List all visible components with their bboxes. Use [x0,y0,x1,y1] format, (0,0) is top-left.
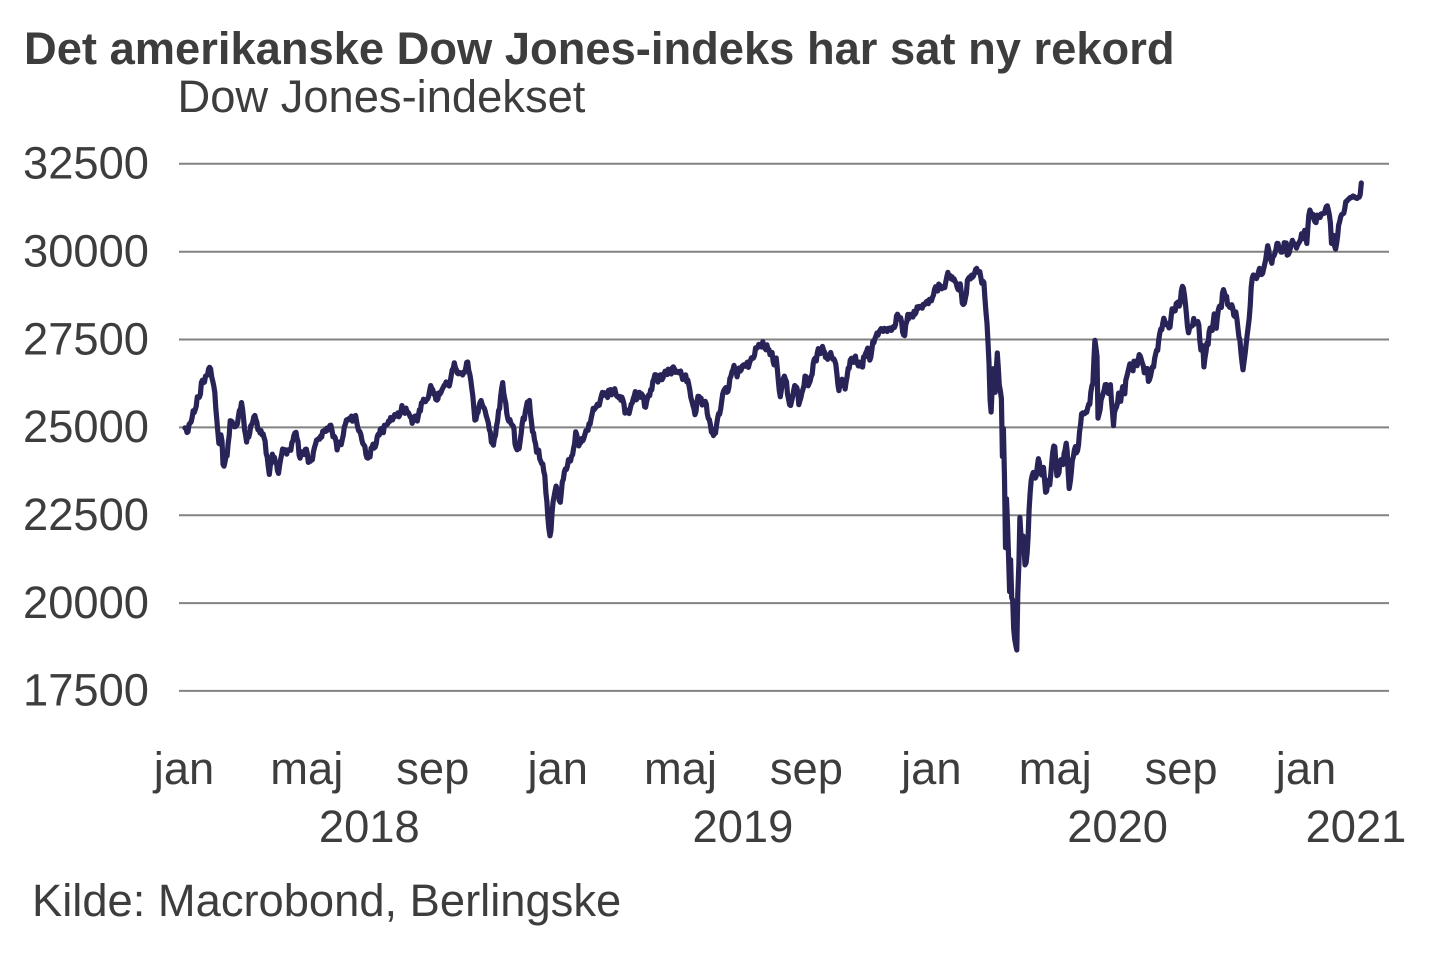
svg-text:Det amerikanske Dow Jones-inde: Det amerikanske Dow Jones-indeks har sat… [24,23,1175,74]
svg-text:17500: 17500 [23,665,149,716]
svg-text:27500: 27500 [23,313,149,364]
svg-text:30000: 30000 [23,226,149,277]
svg-text:maj: maj [270,743,343,794]
svg-text:jan: jan [152,743,214,794]
svg-text:20000: 20000 [23,577,149,628]
svg-text:2019: 2019 [693,801,794,852]
svg-text:25000: 25000 [23,401,149,452]
svg-text:maj: maj [644,743,717,794]
svg-text:sep: sep [770,743,843,794]
svg-text:sep: sep [396,743,469,794]
svg-text:sep: sep [1145,743,1218,794]
svg-text:maj: maj [1019,743,1092,794]
svg-text:Dow Jones-indekset: Dow Jones-indekset [178,71,586,122]
svg-text:22500: 22500 [23,489,149,540]
svg-text:jan: jan [525,743,587,794]
svg-text:Kilde: Macrobond, Berlingske: Kilde: Macrobond, Berlingske [32,875,621,926]
svg-text:jan: jan [899,743,961,794]
svg-text:2018: 2018 [319,801,420,852]
svg-text:2021: 2021 [1306,801,1407,852]
svg-text:2020: 2020 [1067,801,1168,852]
svg-text:jan: jan [1274,743,1336,794]
svg-text:32500: 32500 [23,138,149,189]
